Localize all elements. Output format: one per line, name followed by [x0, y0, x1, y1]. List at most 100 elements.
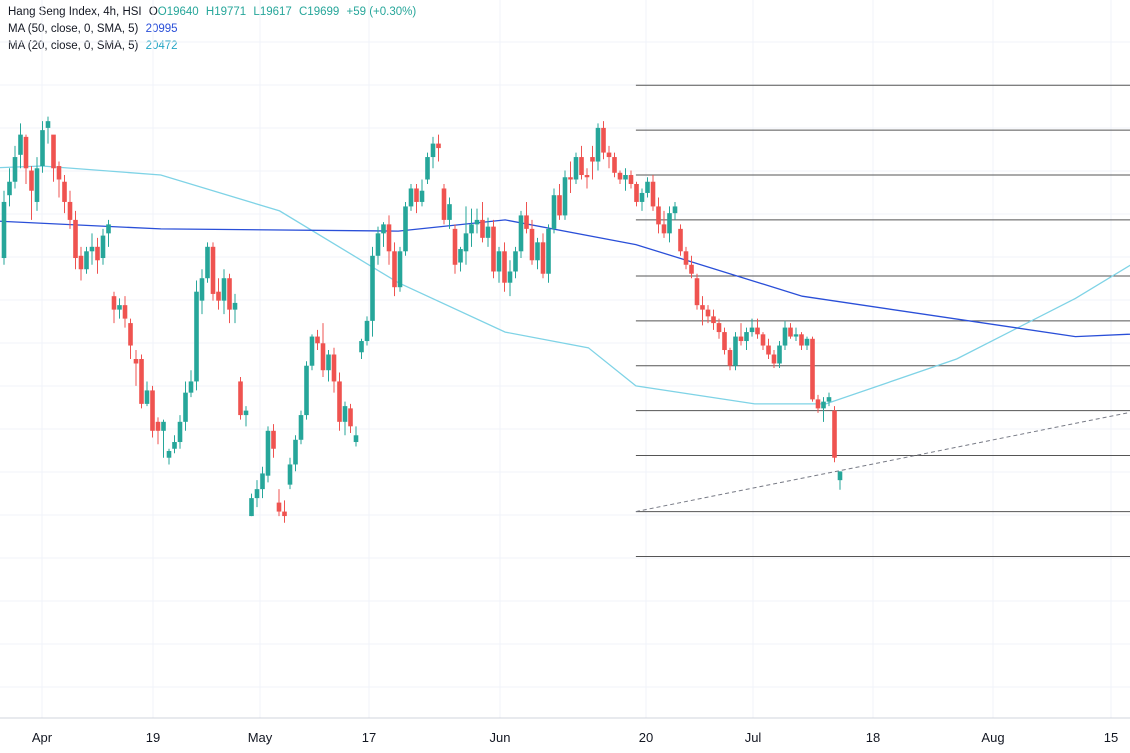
candle-body	[271, 430, 276, 449]
candle-body	[249, 498, 254, 517]
candle-body	[210, 246, 216, 294]
candle-down	[111, 291, 117, 324]
candle-down	[634, 181, 639, 207]
candle-down	[150, 385, 155, 438]
candle-down	[832, 406, 837, 463]
candle-up	[342, 401, 348, 436]
x-tick-label: 17	[362, 730, 376, 745]
candle-down	[760, 332, 766, 351]
candle-up	[782, 320, 788, 351]
candle-body	[480, 219, 485, 238]
horizontal-levels[interactable]	[635, 84, 1130, 557]
candle-body	[194, 291, 199, 382]
candle-down	[216, 278, 221, 310]
candle-down	[95, 237, 100, 274]
moving-averages	[0, 165, 1130, 405]
candle-down	[502, 242, 507, 292]
candle-body	[408, 188, 414, 207]
candle-up	[304, 361, 309, 420]
candle-up	[447, 197, 452, 229]
candle-body	[557, 195, 562, 216]
candle-up	[419, 179, 425, 207]
candle-body	[45, 121, 51, 128]
candle-body	[117, 305, 122, 310]
candle-up	[1, 190, 7, 265]
candle-down	[815, 394, 821, 413]
candle-up	[381, 222, 386, 247]
candle-down	[810, 336, 815, 402]
candle-body	[62, 181, 67, 202]
candle-body	[711, 316, 716, 324]
candle-body	[293, 439, 298, 465]
candle-body	[348, 408, 353, 427]
candle-body	[260, 473, 265, 490]
candle-down	[452, 224, 458, 274]
ma50-legend[interactable]: MA (50, close, 0, SMA, 5) 20995	[8, 21, 416, 38]
candle-body	[172, 442, 177, 449]
candle-body	[89, 246, 95, 252]
candle-up	[595, 123, 601, 171]
candle-up	[183, 381, 188, 431]
x-tick-label: 18	[866, 730, 880, 745]
candle-body	[546, 228, 551, 274]
candle-up	[474, 208, 480, 234]
low-value: L19617	[253, 6, 292, 18]
candle-body	[1, 201, 7, 259]
candle-down	[540, 233, 546, 279]
candle-up	[199, 269, 205, 315]
candles	[1, 116, 843, 523]
main-series-legend[interactable]: Hang Seng Index, 4h, HSI OO19640 H19771 …	[8, 4, 416, 21]
candle-up	[194, 280, 199, 391]
candle-body	[221, 278, 227, 301]
candle-down	[579, 145, 584, 180]
candle-body	[304, 365, 309, 416]
candle-up	[144, 381, 150, 407]
candle-down	[557, 183, 562, 220]
candle-up	[254, 480, 260, 508]
candle-down	[678, 224, 683, 256]
candle-up	[837, 471, 843, 490]
candle-body	[590, 157, 595, 162]
candle-body	[287, 464, 293, 485]
candle-body	[67, 201, 73, 220]
ma20-legend[interactable]: MA (20, close, 0, SMA, 5) 20472	[8, 38, 416, 55]
candle-down	[441, 183, 447, 225]
candle-body	[386, 224, 392, 252]
candle-body	[337, 381, 342, 422]
candle-down	[122, 296, 128, 328]
candle-down	[628, 170, 634, 189]
candle-down	[210, 242, 216, 301]
candle-body	[826, 397, 832, 402]
candle-body	[144, 390, 150, 404]
candle-up	[100, 228, 106, 265]
candle-body	[133, 359, 139, 364]
candle-body	[639, 192, 645, 202]
candle-body	[744, 332, 749, 342]
candle-body	[617, 172, 623, 180]
candle-body	[513, 251, 518, 272]
ma20-value: 20472	[145, 40, 178, 52]
candle-body	[804, 338, 810, 346]
candle-body	[111, 296, 117, 310]
candle-up	[353, 426, 359, 447]
candle-down	[392, 242, 397, 297]
candle-down	[524, 201, 529, 234]
candle-body	[568, 177, 573, 180]
candle-up	[463, 206, 469, 265]
trend-line[interactable]	[635, 130, 1130, 513]
candle-up	[573, 152, 579, 184]
candle-body	[749, 327, 755, 333]
candle-body	[722, 332, 727, 351]
candle-body	[469, 224, 474, 234]
candle-body	[34, 168, 40, 202]
candle-up	[375, 226, 381, 265]
candle-up	[265, 426, 271, 483]
candle-up	[507, 260, 513, 297]
candle-body	[78, 255, 84, 270]
candle-body	[760, 334, 766, 346]
candle-body	[414, 188, 419, 202]
candle-body	[298, 415, 304, 440]
candle-up	[260, 466, 265, 499]
candle-up	[672, 201, 678, 220]
